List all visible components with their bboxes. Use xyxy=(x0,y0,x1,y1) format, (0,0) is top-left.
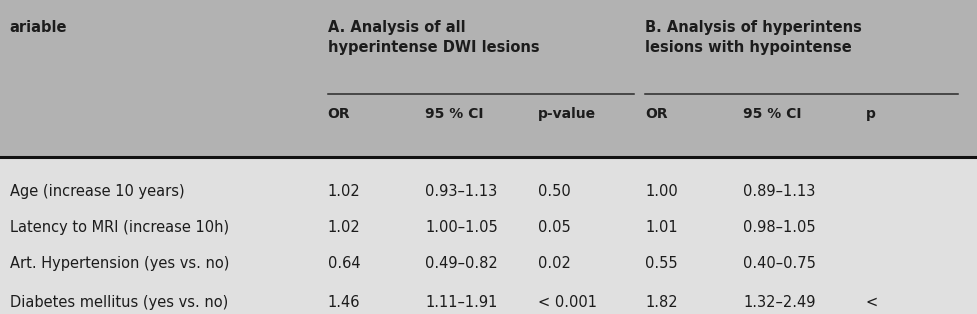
Text: < 0.001: < 0.001 xyxy=(537,295,596,310)
Text: 1.82: 1.82 xyxy=(645,295,677,310)
Text: 0.98–1.05: 0.98–1.05 xyxy=(743,220,815,235)
Text: 1.02: 1.02 xyxy=(327,184,360,199)
Text: Art. Hypertension (yes vs. no): Art. Hypertension (yes vs. no) xyxy=(10,256,229,271)
Text: 1.00: 1.00 xyxy=(645,184,677,199)
Text: 95 % CI: 95 % CI xyxy=(425,107,484,121)
Text: 1.01: 1.01 xyxy=(645,220,677,235)
Text: 0.55: 0.55 xyxy=(645,256,677,271)
Text: 0.50: 0.50 xyxy=(537,184,570,199)
Text: Age (increase 10 years): Age (increase 10 years) xyxy=(10,184,185,199)
Text: 1.02: 1.02 xyxy=(327,220,360,235)
Text: p-value: p-value xyxy=(537,107,595,121)
Text: 0.93–1.13: 0.93–1.13 xyxy=(425,184,497,199)
Text: Latency to MRI (increase 10h): Latency to MRI (increase 10h) xyxy=(10,220,229,235)
Bar xyxy=(0,0,977,159)
Text: 1.00–1.05: 1.00–1.05 xyxy=(425,220,497,235)
Text: OR: OR xyxy=(645,107,667,121)
Text: 0.49–0.82: 0.49–0.82 xyxy=(425,256,497,271)
Text: 0.02: 0.02 xyxy=(537,256,571,271)
Text: 0.05: 0.05 xyxy=(537,220,570,235)
Text: p: p xyxy=(865,107,874,121)
Bar xyxy=(0,159,977,314)
Text: <: < xyxy=(865,295,877,310)
Text: 95 % CI: 95 % CI xyxy=(743,107,801,121)
Text: Diabetes mellitus (yes vs. no): Diabetes mellitus (yes vs. no) xyxy=(10,295,228,310)
Text: 0.40–0.75: 0.40–0.75 xyxy=(743,256,816,271)
Text: 1.46: 1.46 xyxy=(327,295,360,310)
Text: 1.11–1.91: 1.11–1.91 xyxy=(425,295,497,310)
Text: B. Analysis of hyperintens
lesions with hypointense: B. Analysis of hyperintens lesions with … xyxy=(645,20,862,55)
Text: OR: OR xyxy=(327,107,350,121)
Text: 1.32–2.49: 1.32–2.49 xyxy=(743,295,815,310)
Text: 0.89–1.13: 0.89–1.13 xyxy=(743,184,815,199)
Text: 0.64: 0.64 xyxy=(327,256,360,271)
Text: ariable: ariable xyxy=(10,20,67,35)
Text: A. Analysis of all
hyperintense DWI lesions: A. Analysis of all hyperintense DWI lesi… xyxy=(327,20,538,55)
